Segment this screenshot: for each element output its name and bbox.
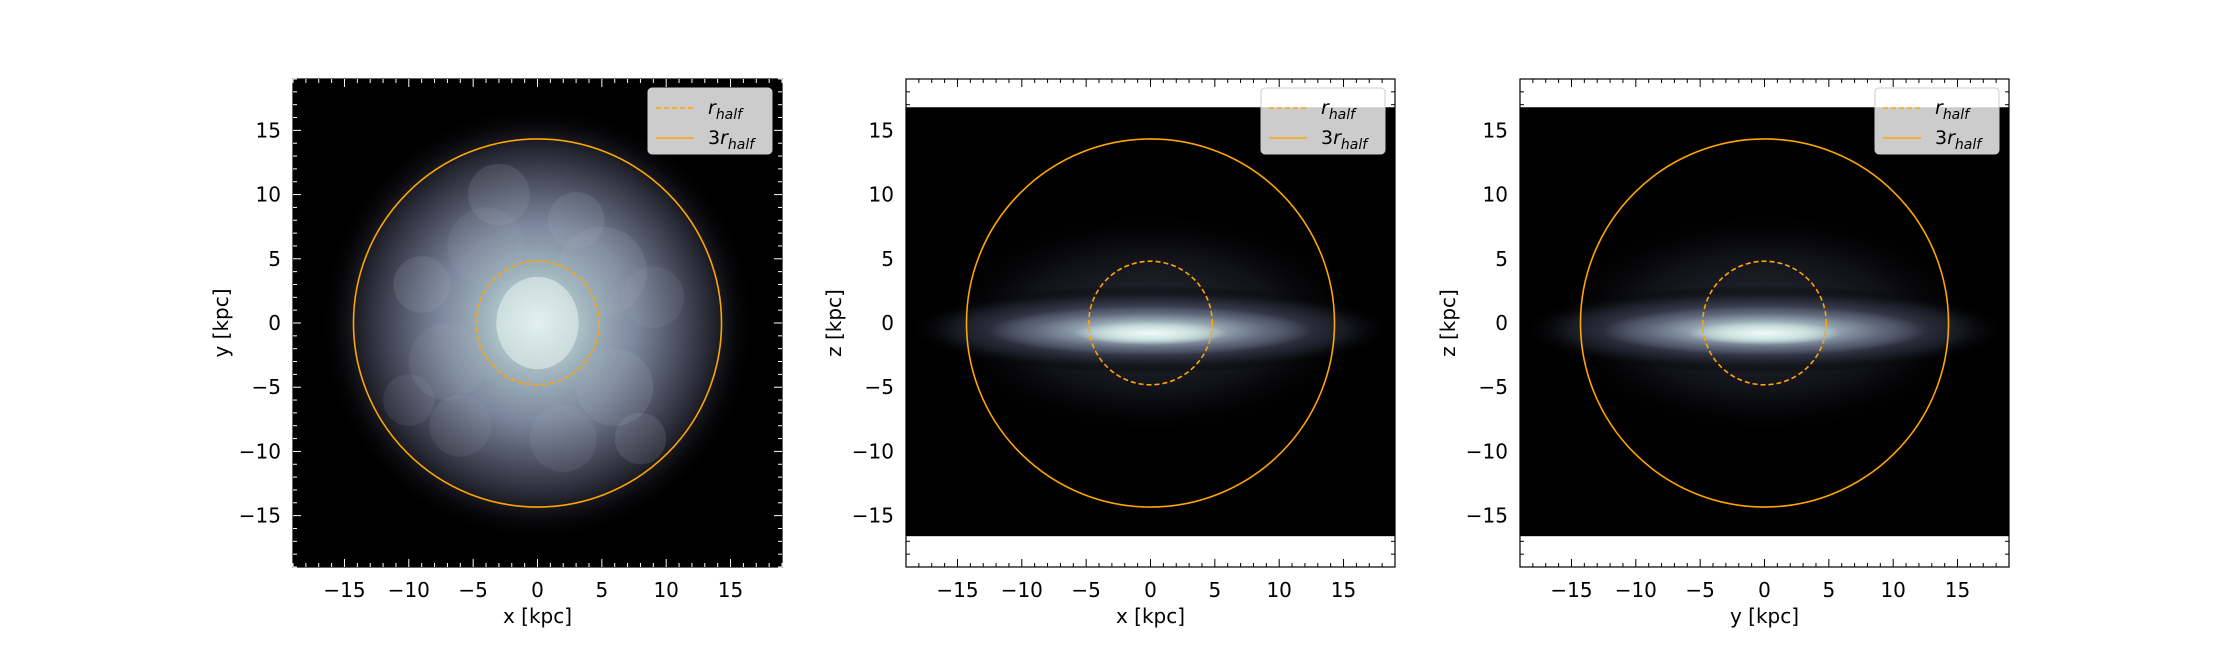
legend: rhalf 3rhalf bbox=[1260, 87, 1386, 155]
y-tick-label: 5 bbox=[268, 247, 281, 271]
x-tick-label: 0 bbox=[1758, 578, 1771, 602]
density-clump bbox=[383, 374, 435, 426]
x-axis-label: y [kpc] bbox=[1730, 604, 1799, 628]
y-axis-label: y [kpc] bbox=[209, 288, 233, 357]
legend: rhalf 3rhalf bbox=[647, 87, 773, 155]
density-clump bbox=[468, 163, 530, 226]
x-tick-label: 15 bbox=[718, 578, 743, 602]
y-tick-label: −15 bbox=[239, 504, 281, 528]
legend-label: rhalf bbox=[1321, 97, 1357, 123]
y-tick-label: 10 bbox=[869, 183, 894, 207]
x-tick-label: 15 bbox=[1331, 578, 1356, 602]
x-tick-label: −15 bbox=[936, 578, 978, 602]
x-tick-label: −10 bbox=[1001, 578, 1043, 602]
x-tick-label: 10 bbox=[1880, 578, 1905, 602]
panel-edge-on-yz: −15 −15 −10 −10 −5 −5 0 0 5 5 10 10 15 15 y [kpc] z [kp… bbox=[1436, 78, 2010, 628]
three-r-half-circle bbox=[352, 138, 723, 508]
y-tick-label: 5 bbox=[881, 247, 894, 271]
y-tick-label: −15 bbox=[1466, 504, 1508, 528]
y-tick-label: −10 bbox=[239, 439, 281, 463]
x-tick-label: 0 bbox=[1144, 578, 1157, 602]
three-r-half-circle bbox=[965, 138, 1336, 508]
r-half-circle bbox=[474, 260, 601, 386]
x-axis-label: x [kpc] bbox=[1116, 604, 1185, 628]
y-tick-label: −5 bbox=[252, 375, 281, 399]
x-tick-label: −15 bbox=[1550, 578, 1592, 602]
r-half-circle bbox=[1701, 260, 1828, 386]
legend-label: rhalf bbox=[708, 97, 744, 123]
y-tick-label: −5 bbox=[865, 375, 894, 399]
density-clump bbox=[556, 226, 647, 317]
x-tick-label: 5 bbox=[1208, 578, 1221, 602]
y-tick-label: 0 bbox=[268, 311, 281, 335]
legend: rhalf 3rhalf bbox=[1874, 87, 2000, 155]
density-clump bbox=[529, 405, 597, 473]
y-tick-label: 0 bbox=[881, 311, 894, 335]
density-clump bbox=[576, 348, 654, 426]
x-tick-label: 10 bbox=[1266, 578, 1291, 602]
x-tick-label: −5 bbox=[458, 578, 487, 602]
density-clump bbox=[393, 256, 450, 313]
x-tick-label: 10 bbox=[653, 578, 678, 602]
x-tick-label: −5 bbox=[1685, 578, 1714, 602]
x-axis-label: x [kpc] bbox=[503, 604, 572, 628]
density-clump bbox=[614, 412, 667, 465]
y-tick-label: 10 bbox=[1483, 183, 1508, 207]
x-tick-label: 5 bbox=[595, 578, 608, 602]
x-tick-label: 0 bbox=[531, 578, 544, 602]
image-face-on bbox=[293, 79, 782, 567]
density-clump bbox=[429, 394, 492, 457]
y-tick-label: −5 bbox=[1479, 375, 1508, 399]
y-tick-label: 15 bbox=[1483, 118, 1508, 142]
legend-label: rhalf bbox=[1935, 97, 1971, 123]
disk-core bbox=[1073, 321, 1228, 345]
x-tick-label: −15 bbox=[323, 578, 365, 602]
y-tick-label: 0 bbox=[1495, 311, 1508, 335]
x-tick-label: 5 bbox=[1822, 578, 1835, 602]
y-tick-label: −15 bbox=[852, 504, 894, 528]
panel-face-on: −15 −15 −10 −10 −5 −5 0 0 5 5 10 10 15 15 x [kpc] y [kp… bbox=[209, 78, 783, 628]
three-r-half-circle bbox=[1579, 138, 1950, 508]
density-clump bbox=[622, 266, 685, 329]
bulge-core bbox=[496, 276, 579, 370]
legend-label: 3rhalf bbox=[1935, 127, 1983, 153]
y-tick-label: 10 bbox=[256, 183, 281, 207]
x-tick-label: −10 bbox=[1615, 578, 1657, 602]
panel-edge-on-xz: −15 −15 −10 −10 −5 −5 0 0 5 5 10 10 15 15 x [kpc] z [kp… bbox=[822, 78, 1396, 628]
y-tick-label: 5 bbox=[1495, 247, 1508, 271]
density-clump bbox=[447, 207, 525, 285]
density-clump bbox=[408, 322, 487, 401]
disk-core bbox=[1687, 321, 1842, 345]
x-tick-label: −10 bbox=[388, 578, 430, 602]
image-edge-on-xz bbox=[906, 79, 1395, 567]
y-axis-label: z [kpc] bbox=[822, 289, 846, 357]
r-half-circle bbox=[1087, 260, 1214, 386]
x-tick-label: −5 bbox=[1071, 578, 1100, 602]
y-tick-label: −10 bbox=[852, 439, 894, 463]
y-tick-label: −10 bbox=[1466, 439, 1508, 463]
density-clump bbox=[547, 191, 605, 249]
legend-label: 3rhalf bbox=[708, 127, 756, 153]
y-axis-label: z [kpc] bbox=[1436, 289, 1460, 357]
image-edge-on-yz bbox=[1520, 79, 2009, 567]
y-tick-label: 15 bbox=[869, 118, 894, 142]
x-tick-label: 15 bbox=[1945, 578, 1970, 602]
legend-label: 3rhalf bbox=[1321, 127, 1369, 153]
y-tick-label: 15 bbox=[256, 118, 281, 142]
